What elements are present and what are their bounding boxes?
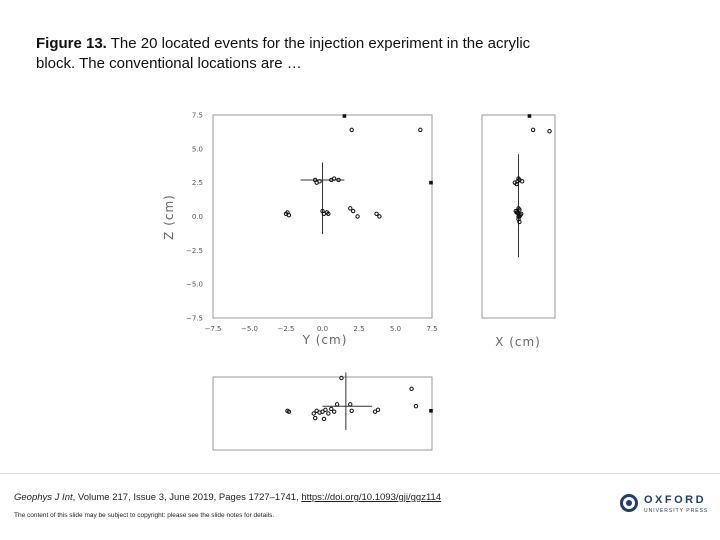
yx-event-point	[331, 409, 337, 414]
yz-event-point	[377, 214, 382, 219]
x-tick-label: 7.5	[426, 325, 437, 333]
y-tick-label: 5.0	[192, 145, 203, 153]
figure-canvas: 7.5 5.0 2.5 0.0 −2.5 −5.0 −7.5 −7.5 −5.0 −2.5 0.0…	[162, 112, 556, 451]
yz-x-axis-label: Y (cm)	[302, 333, 348, 347]
x-tick-label: 0.0	[317, 325, 328, 333]
xz-event-point	[515, 210, 520, 215]
yz-event-point	[350, 208, 356, 214]
yx-event-point	[323, 407, 328, 413]
x-tick-label: 5.0	[390, 325, 401, 333]
citation: Geophys J Int, Volume 217, Issue 3, June…	[14, 492, 441, 503]
xz-event-point	[516, 214, 521, 219]
x-tick-label: −5.0	[241, 325, 258, 333]
xz-event-square	[527, 114, 532, 118]
yz-event-point	[283, 211, 289, 216]
xz-event-point	[519, 179, 525, 184]
yz-event-point	[418, 127, 423, 133]
yx-event-point	[321, 416, 327, 422]
footer-divider	[0, 473, 720, 474]
yx-panel-frame	[212, 376, 433, 451]
doi-link[interactable]: https://doi.org/10.1093/gji/ggz114	[301, 492, 442, 503]
yz-event-point	[336, 177, 341, 183]
yz-x-tick-labels: −7.5 −5.0 −2.5 0.0 2.5 5.0 7.5	[205, 325, 438, 333]
copyright-notice: The content of this slide may be subject…	[14, 512, 275, 519]
yx-plot-marks	[285, 372, 433, 430]
oxford-ring-icon	[620, 494, 638, 512]
xz-event-point	[530, 127, 536, 133]
yz-event-point	[355, 214, 360, 219]
x-tick-label: 2.5	[353, 325, 364, 333]
publisher-subtitle: UNIVERSITY PRESS	[644, 508, 709, 514]
yz-event-point	[331, 176, 337, 181]
figure-caption: The 20 located events for the injection …	[36, 35, 531, 72]
xz-x-axis-label: X (cm)	[495, 335, 541, 349]
yx-event-point	[348, 402, 353, 407]
y-tick-label: 0.0	[192, 213, 203, 221]
yz-event-square	[429, 180, 433, 185]
yx-event-point	[375, 407, 381, 413]
publisher-name: OXFORD	[644, 494, 707, 506]
xz-event-point	[516, 206, 521, 211]
figure-number: Figure 13.	[36, 35, 107, 52]
y-tick-label: −5.0	[186, 281, 203, 289]
yx-event-point	[409, 386, 414, 392]
yx-event-point	[329, 406, 334, 412]
yz-event-point	[374, 211, 379, 216]
yx-event-point	[286, 409, 292, 414]
x-tick-label: −7.5	[205, 325, 222, 333]
xz-event-point	[514, 181, 519, 187]
figure-title: Figure 13. The 20 located events for the…	[36, 34, 556, 74]
x-tick-label: −2.5	[278, 325, 295, 333]
yz-plot-marks	[283, 114, 433, 235]
yz-panel-frame	[212, 114, 433, 319]
yz-event-square	[342, 114, 347, 118]
yx-event-point	[326, 411, 331, 416]
yx-event-point	[349, 408, 354, 413]
yx-event-point	[339, 375, 344, 381]
yz-event-point	[326, 211, 331, 216]
yx-event-square	[429, 408, 433, 413]
yz-event-point	[317, 179, 322, 184]
xz-event-point	[517, 219, 522, 225]
journal-name: Geophys J Int	[14, 492, 73, 503]
y-tick-label: 2.5	[192, 179, 203, 187]
yx-event-point	[413, 404, 419, 409]
xz-panel-frame	[481, 114, 556, 319]
xz-event-point	[519, 211, 524, 216]
yz-event-point	[348, 206, 353, 211]
y-tick-label: 7.5	[192, 112, 203, 120]
y-tick-label: −7.5	[186, 315, 203, 323]
oxford-logo: OXFORD UNIVERSITY PRESS	[620, 494, 710, 518]
yz-y-tick-labels: 7.5 5.0 2.5 0.0 −2.5 −5.0 −7.5	[186, 112, 203, 323]
yz-event-point	[313, 177, 318, 183]
xz-event-point	[547, 129, 552, 134]
yx-event-point	[334, 402, 340, 407]
citation-details: , Volume 217, Issue 3, June 2019, Pages …	[72, 492, 302, 503]
yx-event-point	[313, 415, 318, 421]
yz-y-axis-label: Z (cm)	[162, 194, 176, 240]
xz-plot-marks	[512, 114, 552, 258]
yx-event-point	[311, 411, 316, 416]
y-tick-label: −2.5	[186, 247, 203, 255]
yz-event-point	[349, 127, 354, 133]
